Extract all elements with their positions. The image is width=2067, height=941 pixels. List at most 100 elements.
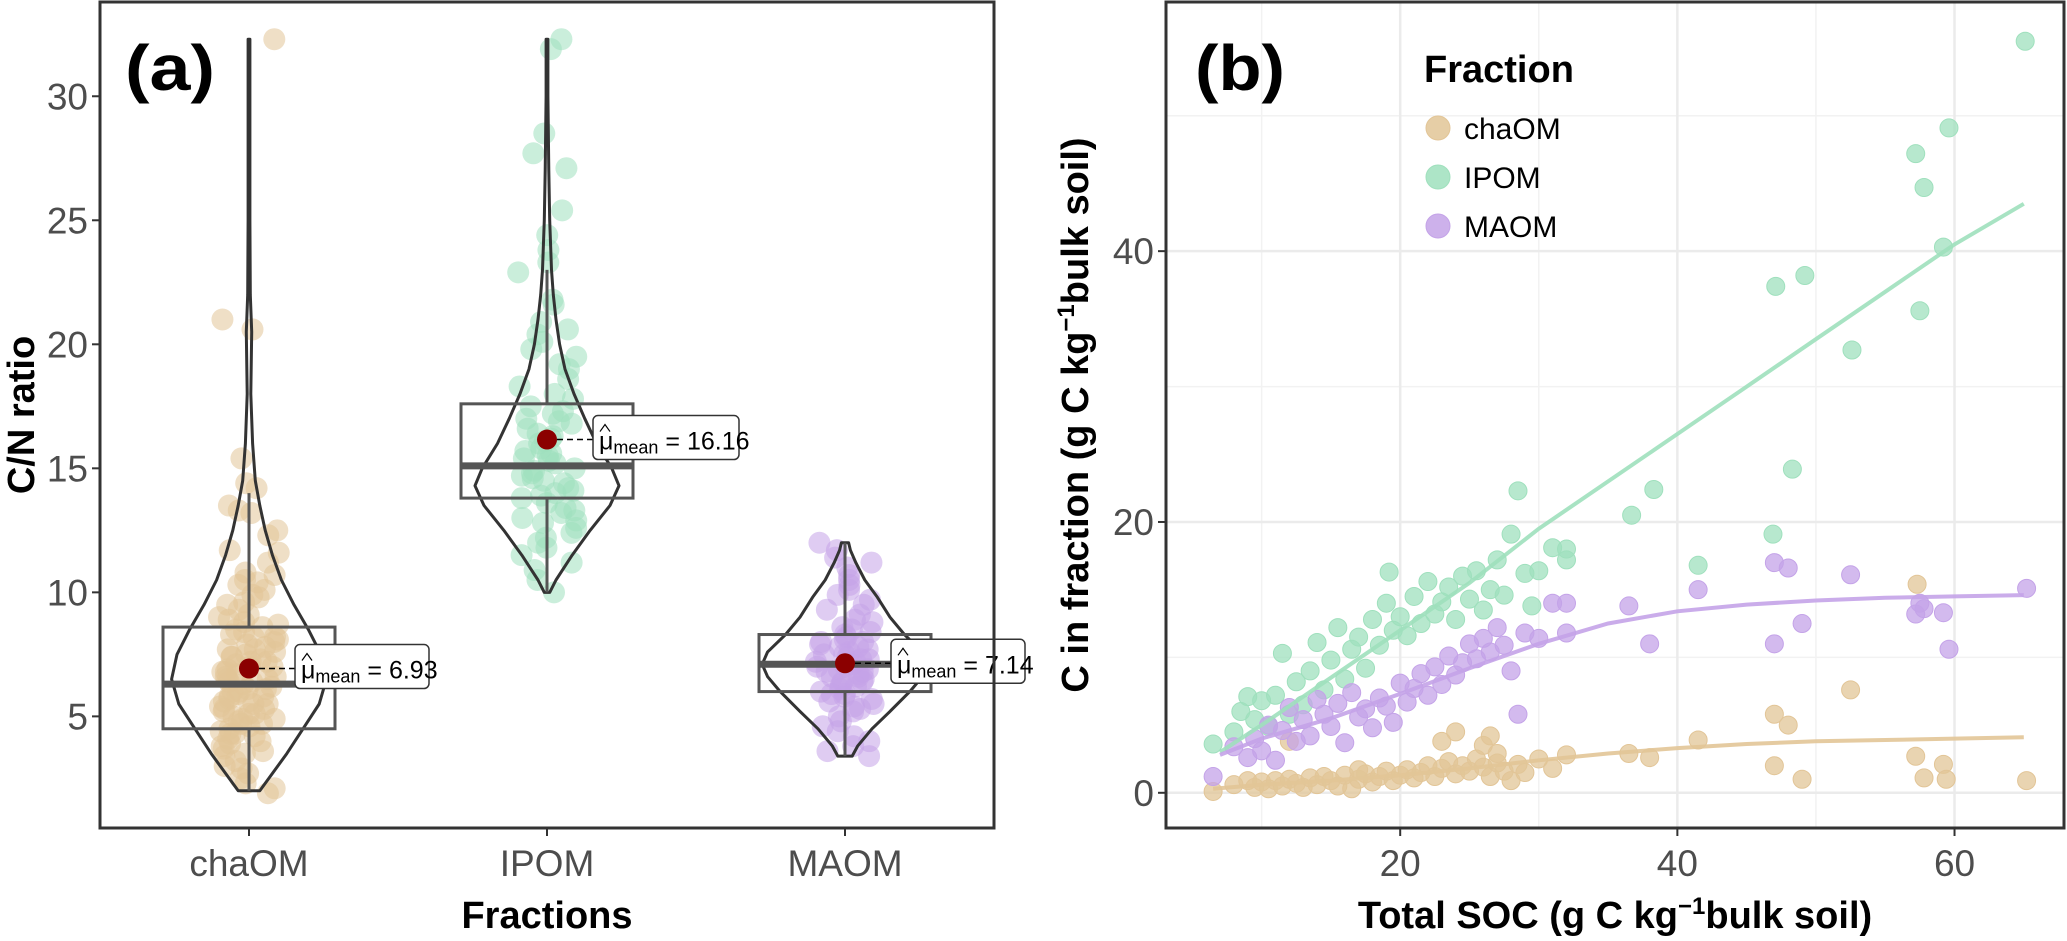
panel-b-y-title-main: C in fraction (g C kg [1055, 332, 1097, 693]
data-point-IPOM [1494, 585, 1514, 605]
trend-line-MAOM [1219, 593, 2024, 757]
data-point-IPOM [543, 581, 566, 604]
y-tick-label: 15 [47, 448, 88, 489]
data-point-chaOM [1764, 704, 1784, 724]
data-point-chaOM [1688, 730, 1708, 750]
data-point-chaOM [257, 524, 280, 547]
data-point-IPOM [1286, 672, 1306, 692]
legend-swatch-IPOM [1425, 164, 1451, 190]
mean-subscript: mean [315, 667, 360, 687]
panel-b-y-title-sup: −1 [1053, 304, 1080, 331]
data-point-IPOM [1842, 340, 1862, 360]
data-point-chaOM [1480, 726, 1500, 746]
panel-b-frame [1164, 0, 2066, 830]
y-tick-label: 40 [1113, 231, 1154, 272]
data-point-IPOM [1300, 661, 1320, 681]
data-point-IPOM [522, 142, 545, 165]
data-point-chaOM [242, 692, 265, 715]
data-point-IPOM [1508, 481, 1528, 501]
data-point-chaOM [1515, 762, 1535, 782]
data-point-IPOM [1501, 524, 1521, 544]
data-point-chaOM [213, 754, 236, 777]
data-point-IPOM [1910, 301, 1930, 321]
data-point-MAOM [1494, 635, 1514, 655]
mean-symbol: μ [599, 428, 613, 456]
data-point-IPOM [1404, 586, 1424, 606]
data-point-chaOM [252, 740, 275, 763]
y-tick-label: 20 [1113, 502, 1154, 543]
data-point-IPOM [543, 382, 566, 405]
trend-line-IPOM [1218, 202, 2025, 754]
data-point-MAOM [1487, 618, 1507, 638]
mean-point-MAOM [835, 653, 855, 674]
data-point-IPOM [520, 338, 543, 361]
data-point-MAOM [1252, 741, 1272, 761]
data-point-chaOM [211, 308, 234, 331]
data-point-IPOM [511, 506, 534, 529]
mean-equals: = [956, 651, 985, 679]
data-point-MAOM [1203, 767, 1223, 787]
data-point-MAOM [1792, 614, 1812, 634]
data-point-IPOM [1356, 658, 1376, 678]
mean-equals: = [658, 428, 687, 456]
data-point-MAOM [860, 551, 883, 574]
legend-label-IPOM: IPOM [1464, 162, 1541, 195]
data-point-IPOM [556, 318, 579, 341]
mean-symbol: μ [897, 651, 911, 679]
data-point-IPOM [539, 38, 562, 61]
panel-a-y-title: C/N ratio [1, 336, 43, 494]
panel-a-x-title: Fractions [461, 895, 632, 937]
panel-b-y-title-tail: bulk soil) [1055, 137, 1097, 304]
data-point-chaOM [240, 501, 263, 524]
data-point-MAOM [820, 683, 843, 706]
data-point-IPOM [1556, 539, 1576, 559]
data-point-MAOM [858, 745, 881, 768]
violin-chaOM [170, 37, 328, 793]
panel-b-y-axis: 0 20 40 [1113, 231, 1166, 814]
data-point-IPOM [510, 464, 533, 487]
data-point-MAOM [1764, 634, 1784, 654]
mean-value: 6.93 [389, 657, 438, 685]
y-tick-label: 5 [67, 696, 88, 737]
data-point-chaOM [1792, 769, 1812, 789]
data-point-MAOM [842, 735, 865, 758]
data-point-MAOM [1342, 683, 1362, 703]
data-point-IPOM [1473, 600, 1493, 620]
data-point-MAOM [815, 598, 838, 621]
data-point-IPOM [551, 199, 574, 222]
panel-a-x-axis: chaOM IPOM MAOM [189, 828, 903, 884]
data-point-chaOM [1446, 722, 1466, 742]
data-point-MAOM [1619, 596, 1639, 616]
data-point-MAOM [1688, 580, 1708, 600]
data-point-IPOM [1529, 561, 1549, 581]
data-point-MAOM [1778, 558, 1798, 578]
data-point-IPOM [1622, 505, 1642, 525]
mean-point-IPOM [537, 429, 557, 450]
data-point-MAOM [1418, 685, 1438, 705]
data-point-IPOM [1272, 643, 1292, 663]
data-point-IPOM [541, 402, 564, 425]
data-point-IPOM [560, 551, 583, 574]
mean-label-chaOM: μmean = 6.93 [301, 657, 438, 687]
data-point-IPOM [1644, 479, 1664, 499]
data-point-IPOM [562, 479, 585, 502]
data-point-IPOM [1795, 266, 1815, 286]
data-point-chaOM [263, 626, 286, 649]
data-point-chaOM [1914, 768, 1934, 788]
panel-b-grid [1166, 2, 2064, 828]
data-point-chaOM [1936, 769, 1956, 789]
data-point-IPOM [1418, 572, 1438, 592]
trend-line-chaOM [1212, 735, 2024, 791]
panel-b-points [1203, 31, 2037, 801]
panel-a-tag: (a) [125, 32, 215, 104]
data-point-MAOM [1556, 593, 1576, 613]
mean-hat-icon [897, 647, 909, 656]
y-tick-label: 10 [47, 572, 88, 613]
data-point-MAOM [1265, 750, 1285, 770]
panel-b-tag: (b) [1195, 32, 1285, 104]
data-point-MAOM [1383, 712, 1403, 732]
data-point-IPOM [1446, 609, 1466, 629]
data-point-IPOM [1328, 618, 1348, 638]
x-tick-label: IPOM [500, 843, 595, 884]
data-point-IPOM [1763, 524, 1783, 544]
